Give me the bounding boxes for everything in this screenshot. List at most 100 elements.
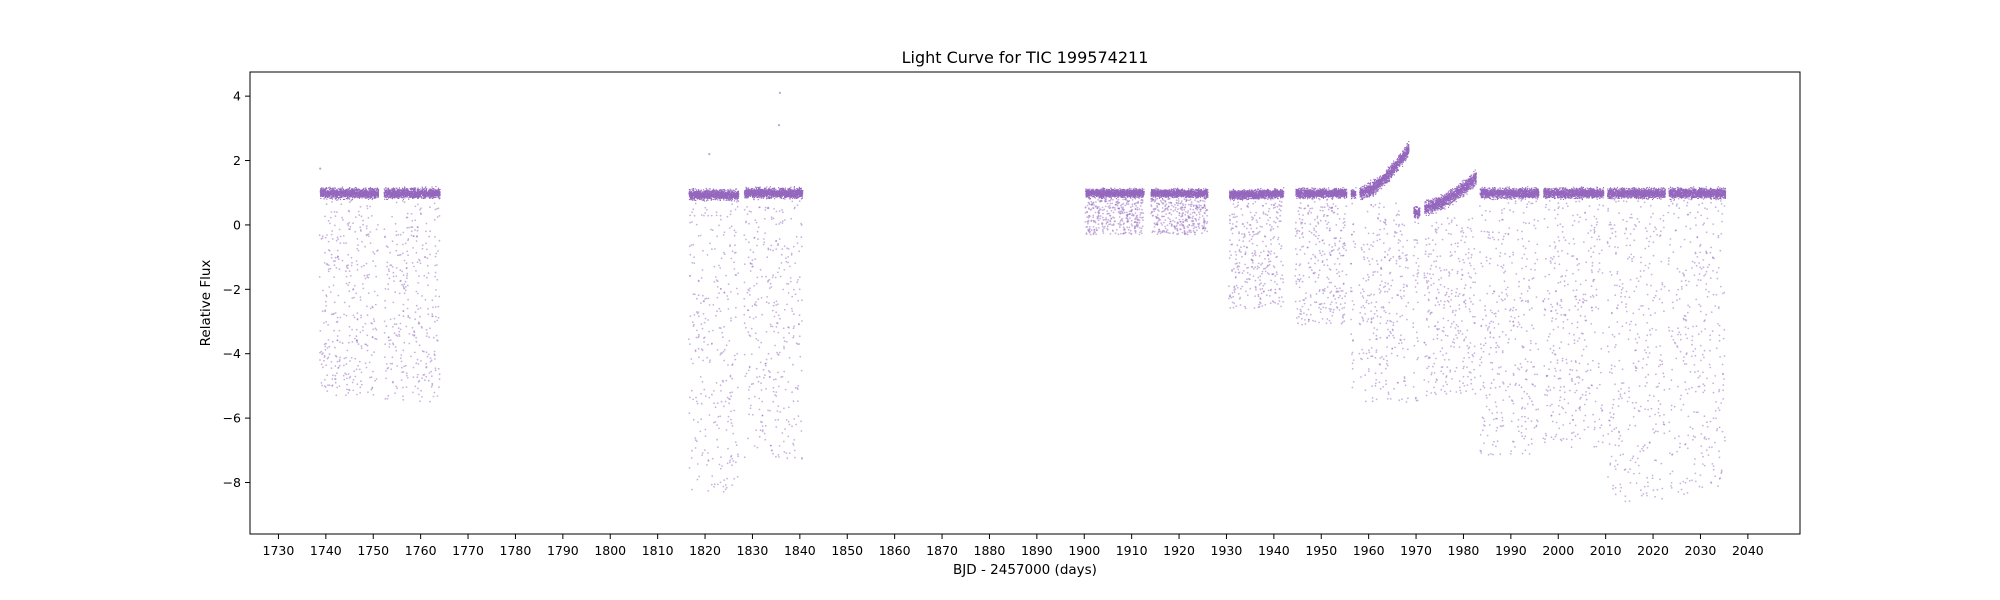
flux-point xyxy=(724,194,726,196)
flux-point xyxy=(413,188,415,190)
flux-point xyxy=(715,191,717,193)
flux-point xyxy=(340,189,342,191)
dip-point xyxy=(430,375,433,378)
flux-point xyxy=(423,195,425,197)
dip-point xyxy=(706,208,708,211)
flux-point xyxy=(329,186,331,188)
flux-point xyxy=(732,192,734,194)
flux-point xyxy=(424,193,426,195)
dip-point xyxy=(705,297,708,300)
flux-point xyxy=(709,193,711,195)
flux-point xyxy=(355,189,357,191)
flux-point xyxy=(361,197,363,199)
dip-point xyxy=(419,315,421,318)
dip-point xyxy=(349,360,351,362)
flux-point xyxy=(387,193,389,195)
flux-point xyxy=(688,192,690,194)
flux-point xyxy=(373,192,375,194)
dip-point xyxy=(400,354,403,356)
dip-point xyxy=(390,368,393,371)
dip-point xyxy=(345,314,348,317)
dip-point xyxy=(433,202,436,205)
dip-point xyxy=(401,366,403,369)
flux-point xyxy=(417,191,419,193)
flux-point xyxy=(410,188,412,190)
flux-point xyxy=(693,194,695,196)
dip-point xyxy=(402,243,404,246)
flux-point xyxy=(422,187,424,189)
flux-point xyxy=(322,190,324,192)
flux-point xyxy=(732,196,734,198)
dip-point xyxy=(718,292,720,294)
dip-point xyxy=(713,485,715,488)
flux-point xyxy=(354,188,356,190)
flux-point xyxy=(321,189,323,191)
dip-point xyxy=(410,213,413,215)
dip-point xyxy=(733,268,736,270)
flux-point xyxy=(407,189,409,191)
flux-point xyxy=(390,192,392,194)
flux-point xyxy=(693,198,695,200)
dip-point xyxy=(391,266,394,268)
flux-point xyxy=(705,190,707,192)
dip-point xyxy=(392,275,395,278)
dip-point xyxy=(383,332,386,334)
flux-point xyxy=(352,192,354,194)
flux-point xyxy=(374,196,376,198)
dip-point xyxy=(407,314,410,317)
flux-point xyxy=(736,192,738,194)
flux-point xyxy=(388,192,390,194)
dip-point xyxy=(399,253,402,256)
dip-point xyxy=(372,393,375,396)
flux-point xyxy=(699,199,701,201)
dip-point xyxy=(721,331,724,334)
dip-point xyxy=(695,336,698,339)
flux-point xyxy=(398,193,400,195)
flux-point xyxy=(738,190,740,192)
dip-point xyxy=(337,294,340,297)
flux-point xyxy=(388,191,390,193)
flux-point xyxy=(421,196,423,198)
dip-point xyxy=(349,275,352,277)
flux-point xyxy=(736,194,738,196)
flux-point xyxy=(395,192,397,194)
flux-point xyxy=(335,191,337,193)
dip-point xyxy=(338,268,341,271)
flux-point xyxy=(397,189,399,191)
dip-point xyxy=(325,364,327,367)
dip-point xyxy=(719,353,722,356)
dip-point xyxy=(366,334,369,337)
flux-point xyxy=(392,187,394,189)
flux-point xyxy=(330,188,332,190)
flux-point xyxy=(345,196,347,198)
flux-point xyxy=(699,197,701,199)
flux-point xyxy=(695,193,697,195)
flux-point xyxy=(430,192,432,194)
dip-point xyxy=(360,316,362,319)
dip-point xyxy=(730,319,732,322)
dip-point xyxy=(370,388,373,391)
flux-point xyxy=(348,192,350,194)
dip-point xyxy=(348,228,350,231)
dip-point xyxy=(406,250,409,253)
dip-point xyxy=(385,325,388,328)
dip-point xyxy=(345,394,347,397)
flux-point xyxy=(333,193,335,195)
dip-point xyxy=(327,270,330,273)
flux-point xyxy=(357,188,359,190)
flux-point xyxy=(375,192,377,194)
flux-point xyxy=(720,191,722,193)
dip-point xyxy=(734,274,737,276)
dip-point xyxy=(374,327,377,330)
flux-point xyxy=(385,187,387,189)
dip-point xyxy=(324,236,327,239)
dip-point xyxy=(338,360,341,363)
flux-point xyxy=(329,189,331,191)
flux-point xyxy=(371,189,373,191)
flux-point xyxy=(720,189,722,191)
flux-point xyxy=(398,194,400,196)
flux-point xyxy=(395,194,397,196)
flux-point xyxy=(688,193,690,195)
flux-point xyxy=(403,195,405,197)
flux-point xyxy=(328,195,330,197)
